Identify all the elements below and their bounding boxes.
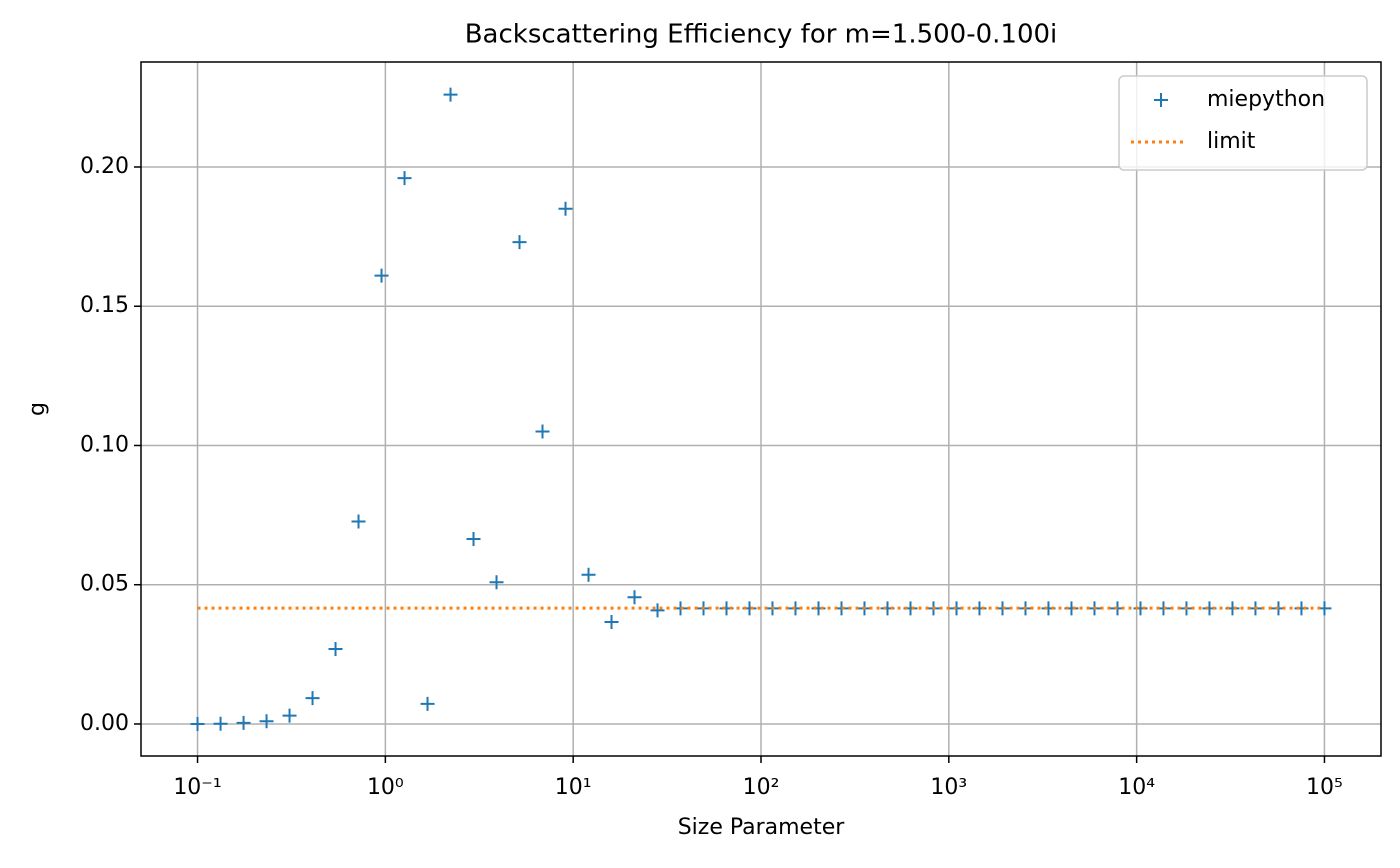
- legend-marker: [1154, 93, 1168, 107]
- data-point: [305, 691, 320, 706]
- data-point: [512, 235, 527, 250]
- data-point: [259, 714, 274, 729]
- data-point: [328, 642, 343, 657]
- data-point: [420, 696, 435, 711]
- data-point: [604, 615, 619, 630]
- data-point: [397, 171, 412, 186]
- data-point: [443, 87, 458, 102]
- data-point: [581, 567, 596, 582]
- data-point: [213, 716, 228, 731]
- x-tick-label: 10¹: [555, 775, 592, 800]
- data-point: [374, 268, 389, 283]
- x-tick-label: 10⁵: [1306, 775, 1343, 800]
- x-tick-label: 10²: [743, 775, 780, 800]
- data-point: [466, 532, 481, 547]
- y-tick-label: 0.05: [80, 572, 129, 597]
- x-tick-label: 10⁻¹: [173, 775, 221, 800]
- x-axis-label: Size Parameter: [678, 815, 846, 840]
- plot-frame: [140, 61, 1382, 757]
- chart-title: Backscattering Efficiency for m=1.500-0.…: [465, 20, 1058, 50]
- y-tick-label: 0.10: [80, 432, 129, 457]
- data-point: [236, 715, 251, 730]
- y-tick-label: 0.15: [80, 293, 129, 318]
- x-tick-label: 10⁴: [1118, 775, 1155, 800]
- x-tick-label: 10³: [930, 775, 967, 800]
- legend-label: limit: [1207, 129, 1256, 154]
- data-point: [351, 514, 366, 529]
- legend-label: miepython: [1207, 87, 1325, 112]
- x-tick-label: 10⁰: [367, 775, 404, 800]
- data-point: [190, 716, 205, 731]
- data-point: [489, 575, 504, 590]
- data-point: [627, 590, 642, 605]
- y-axis-label: g: [25, 402, 50, 416]
- data-point: [282, 708, 297, 723]
- y-tick-label: 0.00: [80, 711, 129, 736]
- legend-box: [1118, 75, 1368, 171]
- y-tick-label: 0.20: [80, 154, 129, 179]
- data-point: [558, 201, 573, 216]
- data-point: [535, 424, 550, 439]
- data-point: [650, 603, 665, 618]
